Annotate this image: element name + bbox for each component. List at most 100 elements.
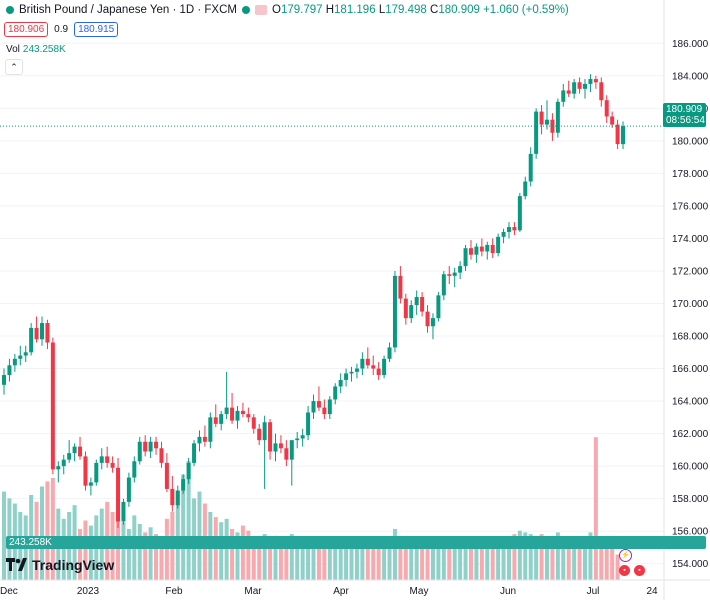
sell-button[interactable]: 180.906 [4, 22, 49, 37]
candle-body [240, 410, 245, 415]
candle-body [137, 441, 142, 462]
candle-body [132, 461, 137, 478]
candle-body [170, 488, 175, 506]
volume-bar [468, 539, 473, 580]
brand-name: TradingView [32, 557, 115, 573]
candle-body [468, 248, 473, 255]
candle-body [110, 462, 115, 468]
time-tick-label: Jul [587, 586, 600, 597]
candle-body [360, 358, 365, 369]
candle-body [235, 410, 240, 421]
candle-body [441, 274, 446, 296]
collapse-legend-button[interactable]: ⌃ [5, 59, 23, 75]
candle-body [175, 490, 180, 506]
price-tick-label: 160.000 [672, 462, 709, 473]
candle-body [78, 446, 83, 457]
candle-body [588, 79, 593, 84]
candle-body [251, 417, 256, 429]
volume-label: Vol [6, 44, 20, 55]
volume-bar [219, 522, 224, 580]
candle-body [490, 244, 495, 254]
volume-bar [349, 539, 354, 580]
time-tick-label: Apr [333, 586, 349, 597]
candle-body [262, 422, 267, 441]
candle-body [45, 323, 50, 343]
symbol-title[interactable]: British Pound / Japanese Yen · 1D · FXCM [19, 4, 237, 16]
volume-bar [83, 520, 88, 580]
candle-body [382, 358, 387, 376]
volume-bar [154, 534, 159, 580]
volume-bar [593, 437, 598, 580]
candle-body [523, 181, 528, 197]
candle-body [452, 272, 457, 276]
volume-bar [2, 491, 6, 580]
volume-bar [240, 525, 245, 580]
volume-value: 243.258K [22, 44, 66, 55]
candle-body [273, 443, 278, 452]
candle-body [224, 407, 229, 415]
chart-header: British Pound / Japanese Yen · 1D · FXCM… [6, 4, 569, 16]
candle-body [474, 246, 479, 255]
candle-body [295, 438, 300, 441]
volume-bar [583, 542, 588, 580]
candle-body [327, 399, 332, 415]
candle-body [278, 443, 283, 449]
volume-bar [295, 537, 300, 580]
candle-body [610, 116, 615, 125]
volume-bar [175, 491, 180, 580]
volume-bar [501, 537, 506, 580]
event-icon-2[interactable]: ▪ [634, 565, 645, 576]
price-tick-label: 154.000 [672, 559, 709, 570]
candle-body [344, 373, 349, 380]
candle-body [257, 428, 262, 441]
volume-bar [479, 540, 484, 580]
volume-bar [316, 537, 321, 580]
candle-body [365, 358, 370, 366]
volume-bar [387, 539, 392, 580]
lightning-icon[interactable]: ⚡ [619, 549, 632, 562]
candle-body [72, 446, 77, 454]
volume-bar [137, 523, 142, 580]
volume-bar [550, 535, 555, 580]
last-price: 180.909 [666, 104, 703, 115]
candle-body [479, 246, 484, 252]
time-axis: Dec 2023 Feb Mar Apr May Jun Jul 24 [0, 579, 710, 597]
price-tick-label: 174.000 [672, 234, 709, 245]
volume-bar [148, 527, 153, 580]
flag-icon[interactable] [254, 5, 267, 15]
candle-body [561, 90, 566, 102]
volume-bar [420, 540, 425, 580]
time-tick-label: May [410, 586, 429, 597]
candle-body [409, 305, 414, 319]
candle-body [539, 111, 544, 125]
last-price-tag: 180.909 08:56:54 [663, 103, 706, 127]
candle-body [213, 417, 218, 424]
volume-bar [555, 532, 560, 580]
candle-body [387, 347, 392, 359]
volume-bar [50, 478, 55, 580]
candle-body [159, 448, 164, 463]
volume-legend[interactable]: Vol 243.258K [6, 44, 66, 55]
market-status-icon [6, 6, 14, 14]
candle-body [485, 244, 490, 252]
candle-body [83, 456, 88, 486]
time-tick-label: Jun [500, 586, 516, 597]
candle-body [284, 448, 289, 460]
volume-bar [382, 542, 387, 580]
event-icon[interactable]: ▪ [619, 565, 630, 576]
candle-body [463, 248, 468, 267]
price-tick-label: 162.000 [672, 429, 709, 440]
volume-bar [181, 474, 186, 580]
tradingview-logo[interactable]: TradingView [6, 557, 114, 573]
candles [0, 74, 664, 528]
volume-bar [88, 525, 93, 580]
buy-button[interactable]: 180.915 [74, 22, 119, 37]
volume-bar [463, 542, 468, 580]
candle-body [333, 386, 338, 400]
candle-body [186, 462, 191, 480]
volume-bar [235, 532, 240, 580]
candle-body [7, 365, 12, 376]
candle-body [338, 379, 343, 387]
volume-bar [344, 542, 349, 580]
